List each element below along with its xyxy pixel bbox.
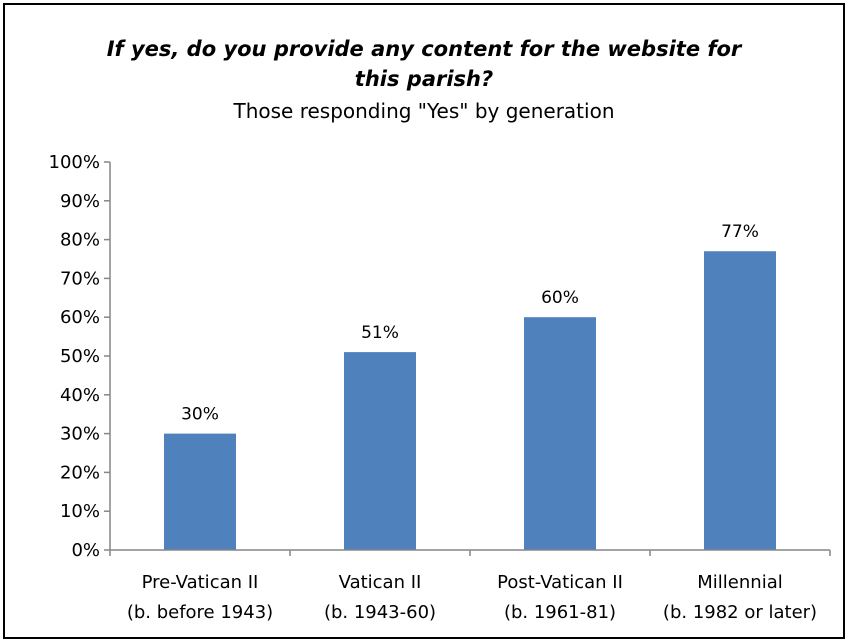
y-axis: 0% 10% 20% 30% 40% 50% 60% 70% 80% 90% 100% bbox=[49, 152, 111, 561]
bar-data-label: 51% bbox=[361, 323, 399, 343]
bars: 30% 51% 60% 77% bbox=[164, 222, 776, 551]
y-tick-label: 80% bbox=[60, 230, 100, 251]
bar bbox=[344, 352, 416, 550]
chart-title-line-1: If yes, do you provide any content for t… bbox=[106, 37, 742, 61]
bar-data-label: 30% bbox=[181, 405, 219, 425]
x-category-label: (b. 1982 or later) bbox=[663, 602, 817, 623]
y-tick-label: 50% bbox=[60, 346, 100, 367]
bar-data-label: 77% bbox=[721, 222, 759, 242]
bar-data-label: 60% bbox=[541, 288, 579, 308]
x-category-label: Millennial bbox=[697, 572, 782, 593]
x-category-label: Post-Vatican II bbox=[497, 572, 623, 593]
y-tick-label: 70% bbox=[60, 268, 100, 289]
x-category-label: Pre-Vatican II bbox=[142, 572, 259, 593]
chart-title-line-2: this parish? bbox=[354, 67, 494, 91]
y-tick-label: 60% bbox=[60, 307, 100, 328]
y-tick-label: 10% bbox=[60, 501, 100, 522]
x-category-label: (b. 1961-81) bbox=[504, 602, 616, 623]
x-category-label: (b. before 1943) bbox=[127, 602, 273, 623]
y-tick-label: 100% bbox=[49, 152, 100, 173]
bar bbox=[164, 433, 236, 550]
x-axis: Pre-Vatican II (b. before 1943) Vatican II… bbox=[109, 549, 831, 623]
y-tick-label: 90% bbox=[60, 191, 100, 212]
bar bbox=[704, 251, 776, 551]
x-category-label: (b. 1943-60) bbox=[324, 602, 436, 623]
x-category-label: Vatican II bbox=[339, 572, 422, 593]
chart-title-block: If yes, do you provide any content for t… bbox=[0, 34, 848, 126]
y-tick-label: 30% bbox=[60, 424, 100, 445]
y-tick-label: 40% bbox=[60, 385, 100, 406]
y-tick-label: 0% bbox=[71, 540, 100, 561]
bar bbox=[524, 317, 596, 550]
chart-subtitle: Those responding "Yes" by generation bbox=[233, 99, 615, 123]
y-tick-label: 20% bbox=[60, 462, 100, 483]
